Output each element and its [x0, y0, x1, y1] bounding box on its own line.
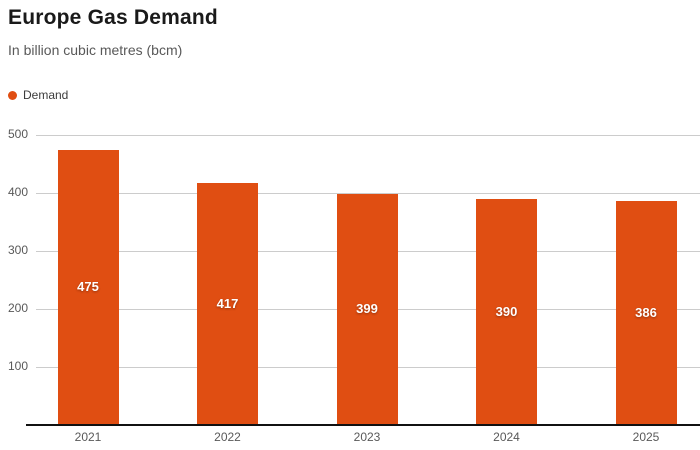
bar-value-label: 399 [356, 301, 378, 317]
bar-2022 [197, 183, 258, 425]
bar-value-label: 390 [495, 303, 518, 319]
x-tick-label: 2021 [74, 430, 102, 444]
y-tick-label: 500 [7, 127, 28, 141]
bar-value-label: 475 [77, 279, 99, 295]
x-tick-label: 2023 [353, 430, 381, 444]
y-tick-label: 200 [7, 301, 28, 315]
bar-2024 [476, 198, 537, 425]
bar-value-label: 386 [635, 305, 657, 321]
bar-value-label: 417 [216, 296, 239, 312]
chart-subtitle: In billion cubic metres (bcm) [8, 42, 183, 58]
gridline [36, 192, 700, 194]
gridline [36, 134, 700, 136]
bar-2021 [57, 149, 119, 425]
x-axis-line [26, 424, 700, 426]
legend-label: Demand [23, 88, 69, 102]
x-tick-label: 2024 [493, 430, 520, 444]
chart-title: Europe Gas Demand [8, 6, 218, 29]
x-tick-label: 2025 [632, 430, 660, 444]
y-tick-label: 100 [7, 359, 28, 373]
legend: Demand [8, 88, 68, 102]
legend-dot-icon [8, 90, 17, 100]
x-tick-label: 2022 [214, 430, 241, 444]
y-tick-label: 300 [7, 243, 28, 257]
y-tick-label: 400 [7, 185, 28, 199]
bar-2025 [615, 201, 677, 425]
bar-2023 [336, 193, 398, 425]
